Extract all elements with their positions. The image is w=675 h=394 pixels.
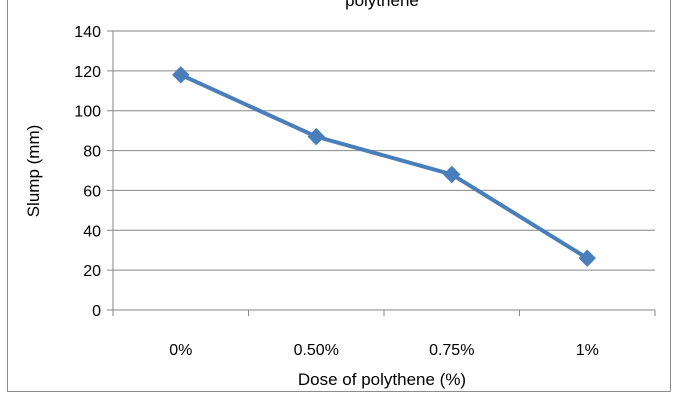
x-tick-label: 0.50% xyxy=(294,342,339,359)
y-tick-label: 40 xyxy=(83,223,101,240)
y-tick-label: 100 xyxy=(74,104,101,121)
y-tick-label: 20 xyxy=(83,263,101,280)
y-tick-labels: 0 20 40 60 80 100 120 140 xyxy=(74,24,101,320)
chart-frame xyxy=(7,0,671,392)
data-point-marker xyxy=(172,66,190,84)
series-layer xyxy=(172,66,596,267)
data-point-marker xyxy=(307,127,325,146)
x-tick-label: 0% xyxy=(169,342,192,359)
data-point-marker xyxy=(443,165,461,184)
y-tick-label: 0 xyxy=(92,303,101,320)
x-axis-title: Dose of polythene (%) xyxy=(298,370,466,389)
x-tick-label: 0.75% xyxy=(429,342,474,359)
y-tick-label: 120 xyxy=(74,64,101,81)
y-axis-title: Slump (mm) xyxy=(24,125,43,218)
y-tick-label: 80 xyxy=(83,144,101,161)
series-line xyxy=(178,72,590,261)
x-tick-labels: 0% 0.50% 0.75% 1% xyxy=(169,342,599,359)
y-tick-label: 60 xyxy=(83,183,101,200)
x-tick-label: 1% xyxy=(576,342,599,359)
gridlines xyxy=(113,30,655,271)
data-point-marker xyxy=(578,249,596,267)
chart-title: polythene xyxy=(345,0,419,10)
axes xyxy=(107,30,656,316)
y-tick-label: 140 xyxy=(74,24,101,41)
